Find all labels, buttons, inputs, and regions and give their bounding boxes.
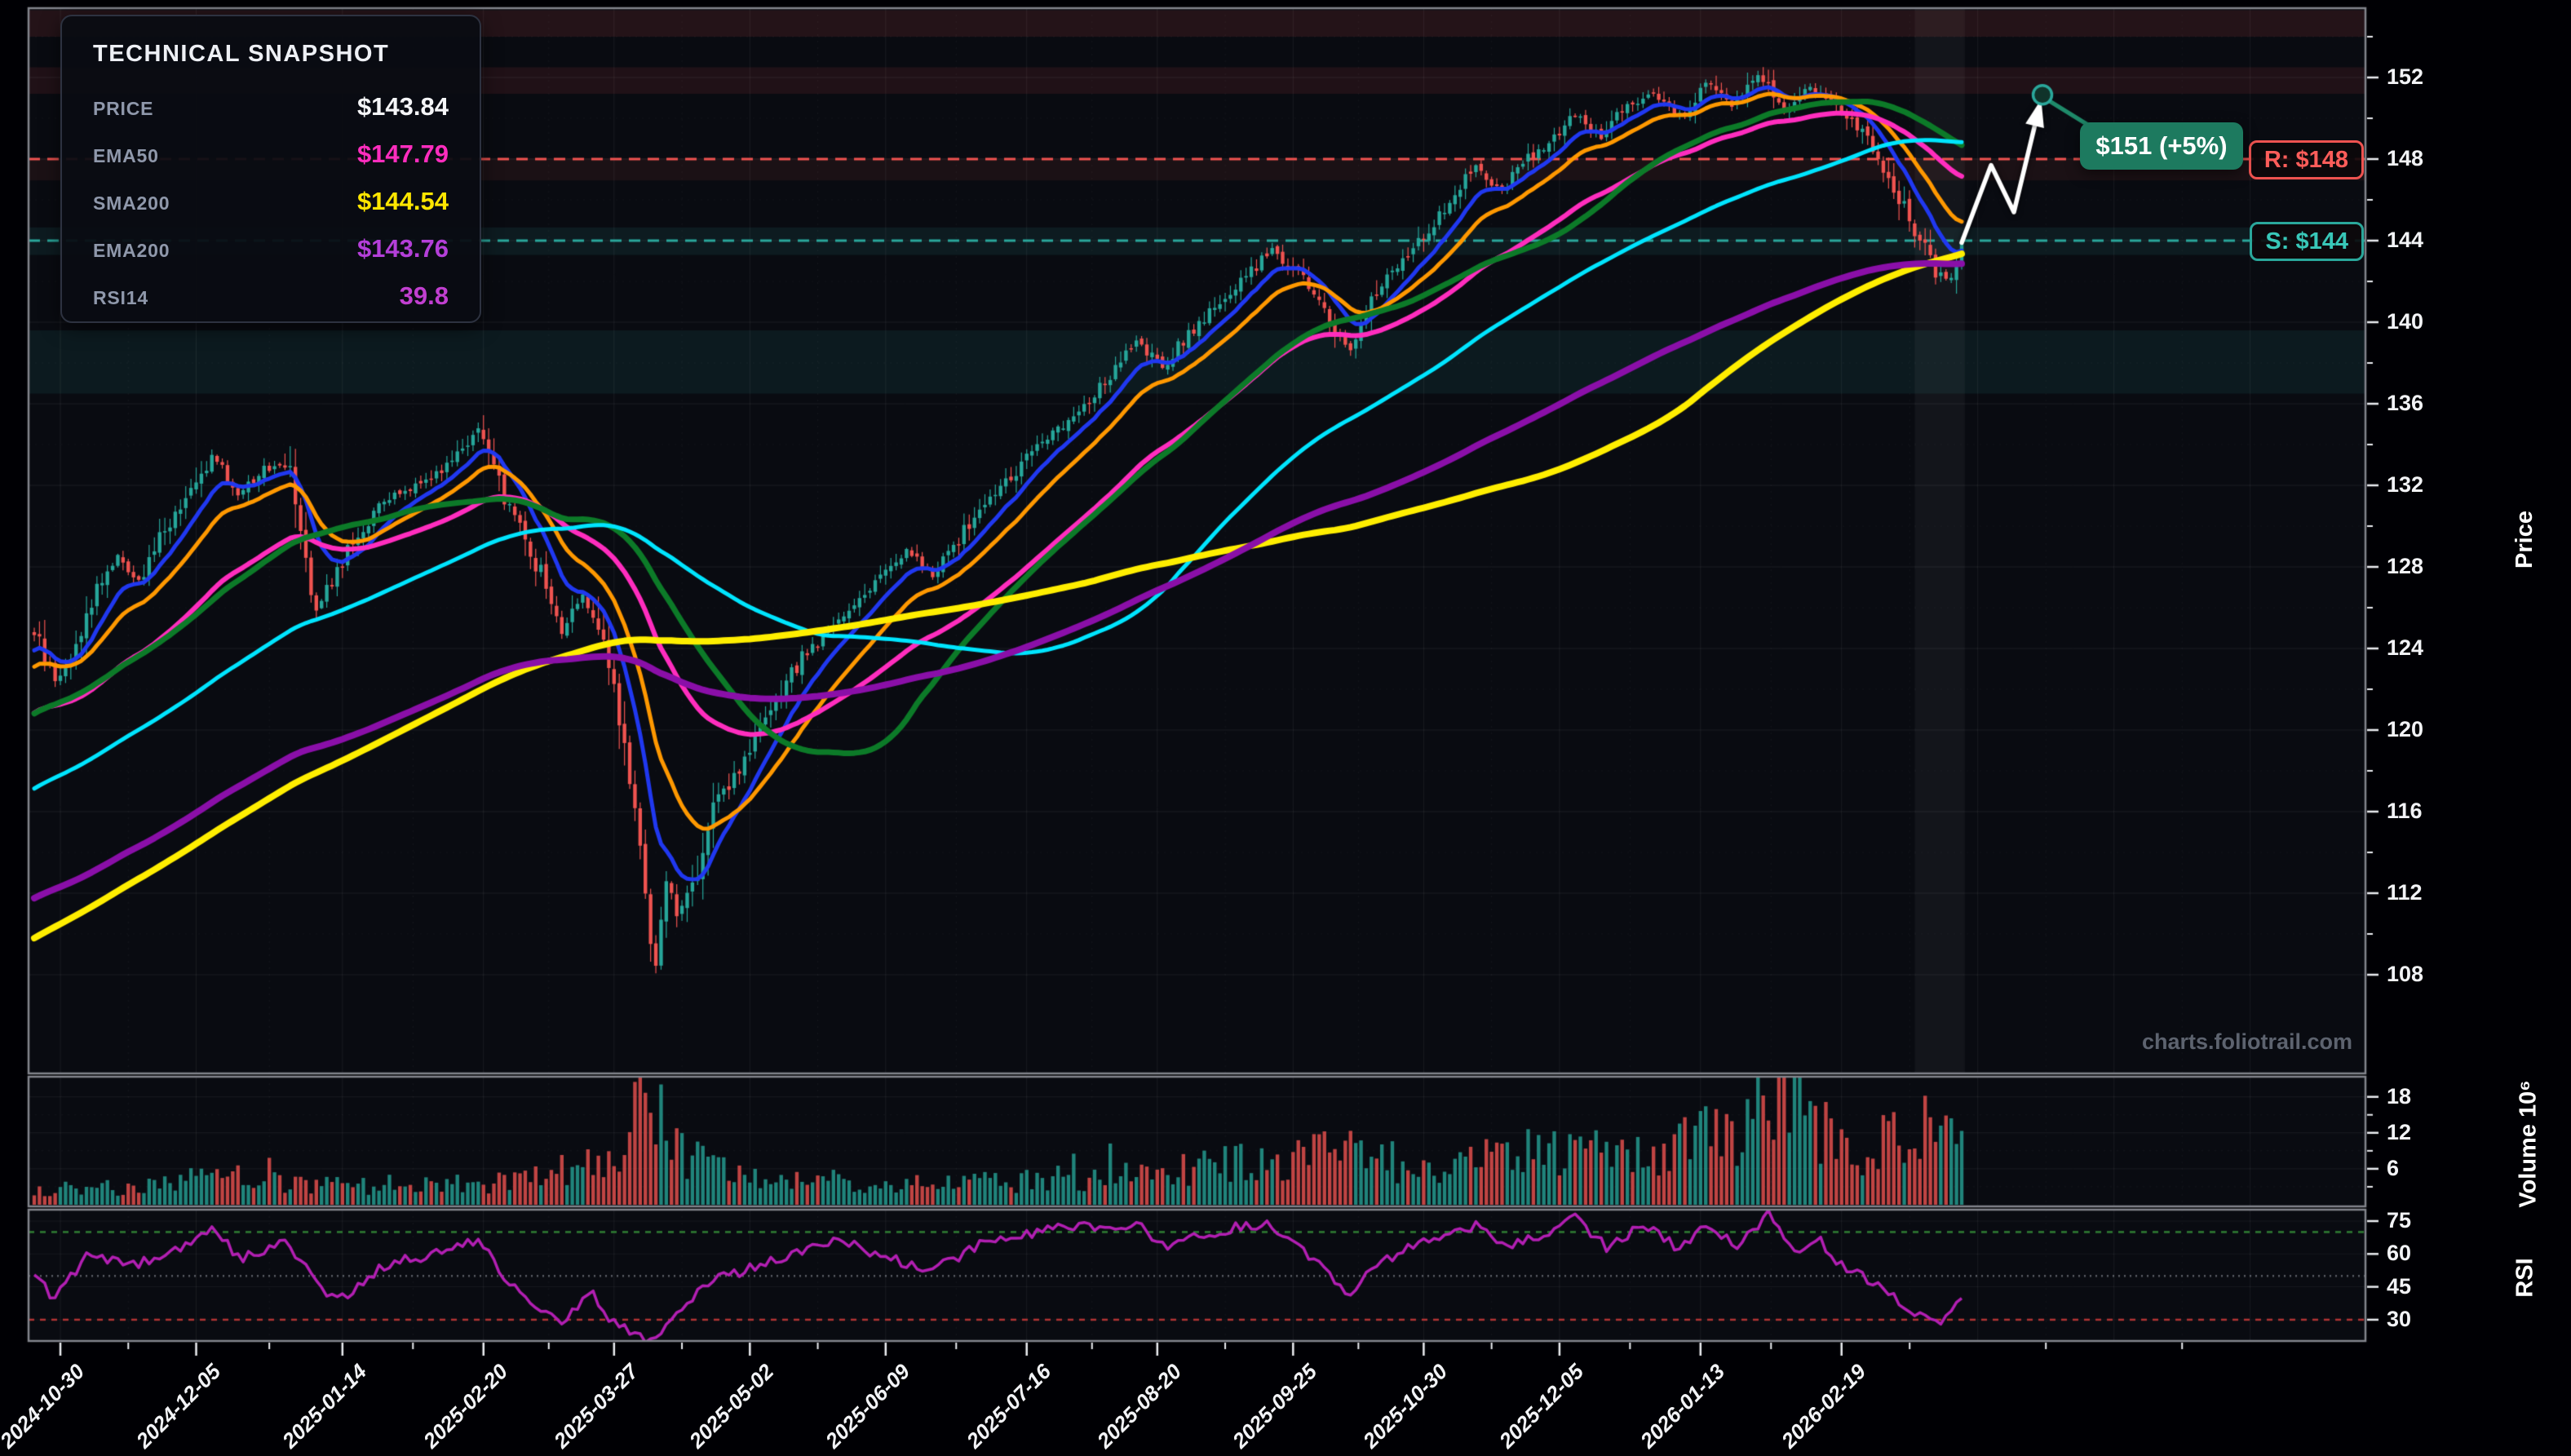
chart-canvas[interactable] — [0, 0, 2571, 1456]
chart-app: TECHNICAL SNAPSHOT PRICE $143.84 EMA50 $… — [0, 0, 2571, 1456]
